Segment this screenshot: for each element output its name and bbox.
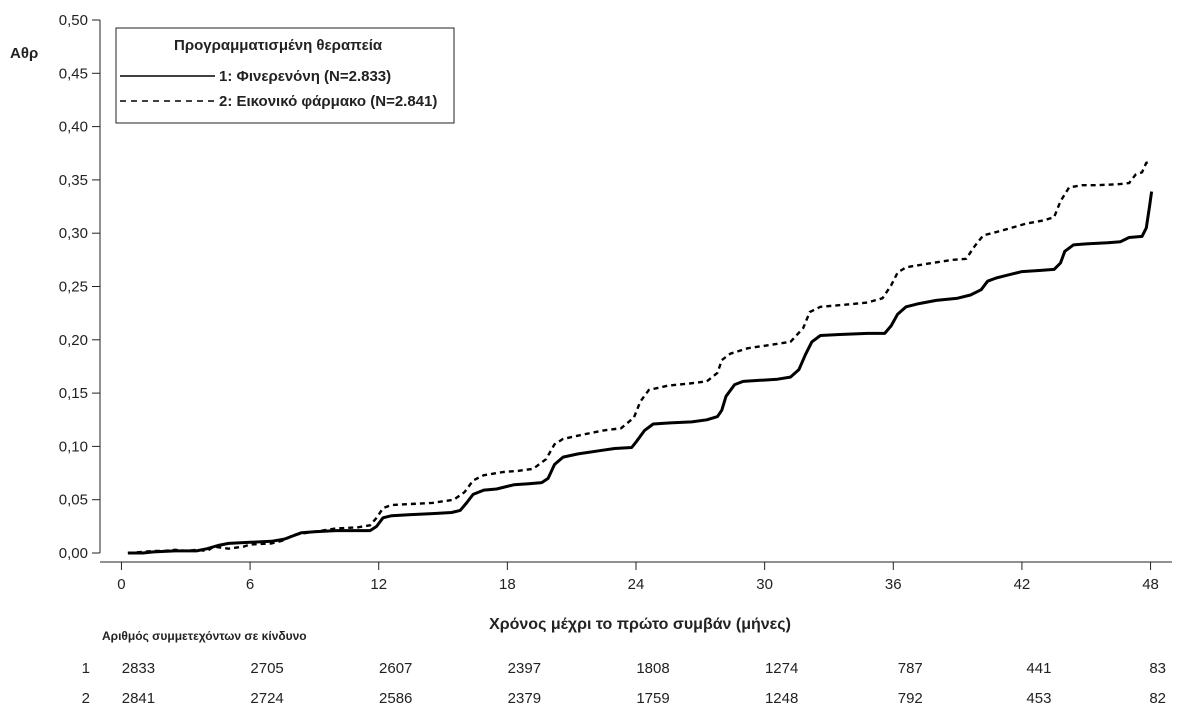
risk-cell: 1759 [636, 690, 669, 707]
risk-cell: 2379 [508, 690, 541, 707]
legend-title: Προγραμματισμένη θεραπεία [174, 37, 383, 54]
risk-cell: 1274 [765, 660, 798, 677]
legend-entry-finerenone: 1: Φινερενόνη (N=2.833) [219, 68, 391, 85]
risk-cell: 441 [1026, 660, 1051, 677]
y-tick-label: 0,20 [59, 332, 88, 349]
y-tick-label: 0,10 [59, 438, 88, 455]
y-tick-label: 0,45 [59, 65, 88, 82]
y-axis-label: Αθρ [10, 45, 38, 62]
x-tick-label: 6 [246, 576, 254, 593]
series-line-placebo [127, 160, 1151, 555]
y-tick-label: 0,25 [59, 279, 88, 296]
x-tick-label: 18 [499, 576, 516, 593]
risk-table-title: Αριθμός συμμετεχόντων σε κίνδυνο [102, 629, 307, 643]
y-tick-label: 0,05 [59, 492, 88, 509]
legend: Προγραμματισμένη θεραπεία 1: Φινερενόνη … [115, 27, 455, 124]
risk-cell: 82 [1149, 690, 1166, 707]
y-tick-label: 0,30 [59, 225, 88, 242]
y-tick-label: 0,40 [59, 119, 88, 136]
risk-cell: 2397 [508, 660, 541, 677]
risk-cell: 787 [898, 660, 923, 677]
x-tick-label: 12 [370, 576, 387, 593]
y-tick-label: 0,00 [59, 545, 88, 562]
risk-row-label: 1 [82, 660, 90, 677]
risk-cell: 83 [1149, 660, 1166, 677]
risk-cell: 2724 [250, 690, 283, 707]
risk-cell: 2705 [250, 660, 283, 677]
y-ticks: 0,00 0,05 0,10 0,15 0,20 0,25 0,30 0,35 0,40 0,45… [59, 12, 100, 562]
risk-cell: 453 [1026, 690, 1051, 707]
risk-cell: 2841 [122, 690, 155, 707]
x-tick-label: 24 [628, 576, 645, 593]
legend-entry-placebo: 2: Εικονικό φάρμακο (N=2.841) [219, 93, 437, 110]
x-ticks: 0 6 12 18 24 30 36 42 48 [117, 562, 1159, 593]
y-tick-label: 0,50 [59, 12, 88, 29]
plot-series [127, 160, 1154, 555]
x-axis-label: Χρόνος μέχρι το πρώτο συμβάν (μήνες) [489, 616, 791, 633]
risk-cell: 2607 [379, 660, 412, 677]
risk-row-label: 2 [82, 690, 90, 707]
x-tick-label: 42 [1014, 576, 1031, 593]
risk-cell: 792 [898, 690, 923, 707]
y-tick-label: 0,35 [59, 172, 88, 189]
x-tick-label: 36 [885, 576, 902, 593]
y-tick-label: 0,15 [59, 385, 88, 402]
series-line-finerenone [127, 191, 1154, 555]
risk-cell: 2586 [379, 690, 412, 707]
risk-cell: 1808 [636, 660, 669, 677]
x-tick-label: 48 [1142, 576, 1159, 593]
risk-cell: 1248 [765, 690, 798, 707]
x-tick-label: 0 [117, 576, 125, 593]
risk-cell: 2833 [122, 660, 155, 677]
x-tick-label: 30 [756, 576, 773, 593]
risk-table: 1 2833 2705 2607 2397 1808 1274 787 441 83 2 2841 27… [82, 660, 1166, 707]
